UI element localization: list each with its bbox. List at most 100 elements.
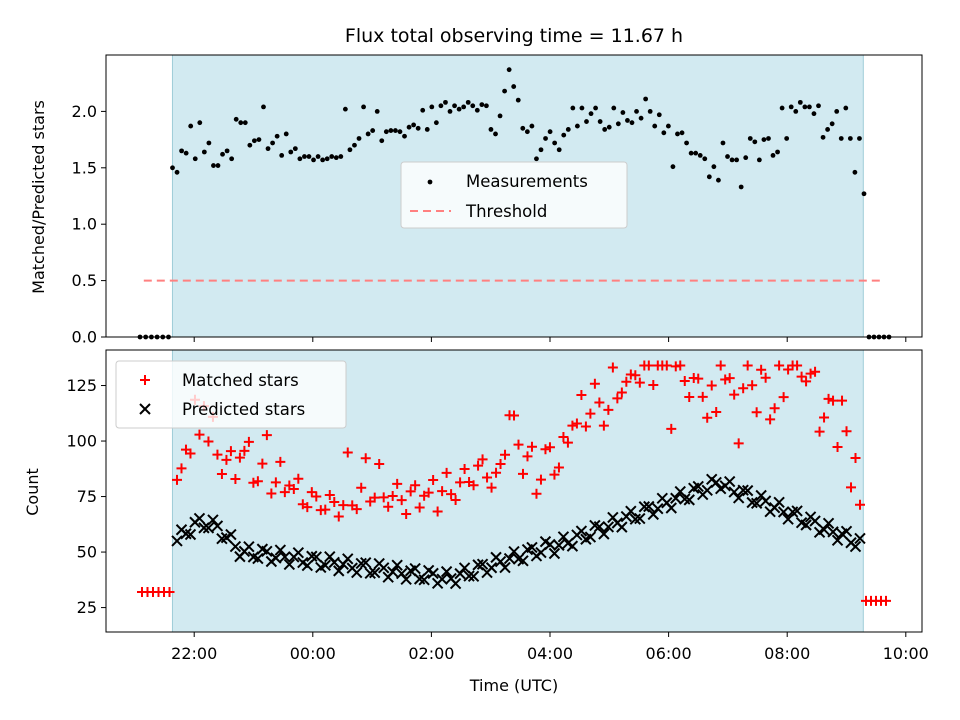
measurement-point [206,140,212,146]
measurement-point [233,116,239,122]
predicted-star-point [409,562,421,575]
predicted-star-point [575,525,588,537]
measurement-point [579,105,585,111]
predicted-star-point [463,570,475,582]
measurement-point [461,104,467,110]
matched-star-point [396,495,407,506]
predicted-star-point [449,577,462,590]
matched-star-point [248,477,259,488]
measurement-point [847,136,853,141]
matched-star-point [823,393,834,404]
measurement-point [192,156,198,162]
measurement-point [452,103,457,109]
measurement-point [402,133,407,139]
matched-star-point [715,360,726,371]
y-tick-label: 50 [77,543,97,562]
bottom-legend [115,360,347,429]
measurement-point [288,149,294,155]
measurement-point [397,129,403,135]
measurement-point [465,99,471,105]
measurement-point [183,150,189,156]
measurement-point [802,104,808,110]
predicted-star-point [652,502,664,515]
measurement-point [338,154,344,159]
matched-star-point [702,412,713,423]
matched-star-point [374,458,385,469]
measurement-point [315,154,321,159]
matched-star-point [855,499,865,510]
matched-star-point [392,478,403,489]
predicted-star-point [328,556,340,569]
measurement-point [697,152,703,158]
legend-label-predicted: Predicted stars [182,400,305,419]
matched-star-point [194,429,205,440]
measurement-point [711,164,717,170]
measurement-point [656,112,662,118]
matched-star-point [468,480,479,491]
y-tick-label: 25 [77,598,97,617]
matched-star-point [270,477,281,488]
matched-star-point [540,444,551,455]
matched-star-point [634,377,645,388]
measurement-point [170,165,175,171]
matched-star-point [621,376,632,387]
legend-label-measurements: Measurements [466,172,588,191]
measurement-point [543,136,548,141]
matched-star-point [607,362,618,373]
measurement-point [629,120,635,126]
predicted-star-point [831,534,844,546]
y-tick-label: 1.0 [72,215,97,234]
measurement-point [411,122,417,128]
matched-star-point [234,452,245,463]
matched-star-point [792,360,803,371]
measurement-point [661,130,667,136]
measurement-point [779,105,785,111]
measurement-point [756,157,762,163]
measurement-point [420,107,426,113]
measurement-point [684,140,689,146]
predicted-star-point [777,506,790,518]
matched-star-point [711,407,722,418]
measurement-point [347,147,353,153]
matched-star-point [841,426,852,437]
measurement-point [320,157,326,163]
matched-star-point [432,506,443,517]
matched-star-point [482,472,493,483]
matched-star-point [513,439,524,450]
predicted-star-point [602,521,615,533]
measurement-point [552,140,558,146]
predicted-star-point [499,561,511,574]
matched-star-point [164,587,175,598]
measurement-point [588,111,594,117]
matched-star-point [459,463,470,474]
predicted-star-point [472,559,484,571]
predicted-star-point [822,517,835,529]
predicted-star-point [566,540,579,552]
matched-star-point [706,380,717,391]
measurement-point [793,109,799,114]
matched-star-point [571,418,582,429]
measurement-point [215,163,221,168]
predicted-star-point [750,497,763,510]
matched-star-point [594,397,605,408]
measurement-point [383,129,389,135]
predicted-star-point [692,480,704,493]
measurement-point [361,104,366,110]
matched-star-point [387,490,398,501]
matched-star-point [558,432,569,443]
matched-star-point [378,492,389,503]
measurement-point [584,119,589,124]
matched-star-point [437,486,448,497]
measurement-point [693,150,699,156]
matched-star-point [517,468,528,479]
measurement-point [743,155,749,161]
measurement-point [556,147,562,153]
measurement-point [638,115,644,121]
predicted-star-point [207,514,219,526]
matched-star-point [257,458,268,469]
predicted-star-point [333,565,345,577]
measurement-point [738,184,744,190]
measurement-point [365,131,371,137]
matched-star-point [455,477,466,488]
